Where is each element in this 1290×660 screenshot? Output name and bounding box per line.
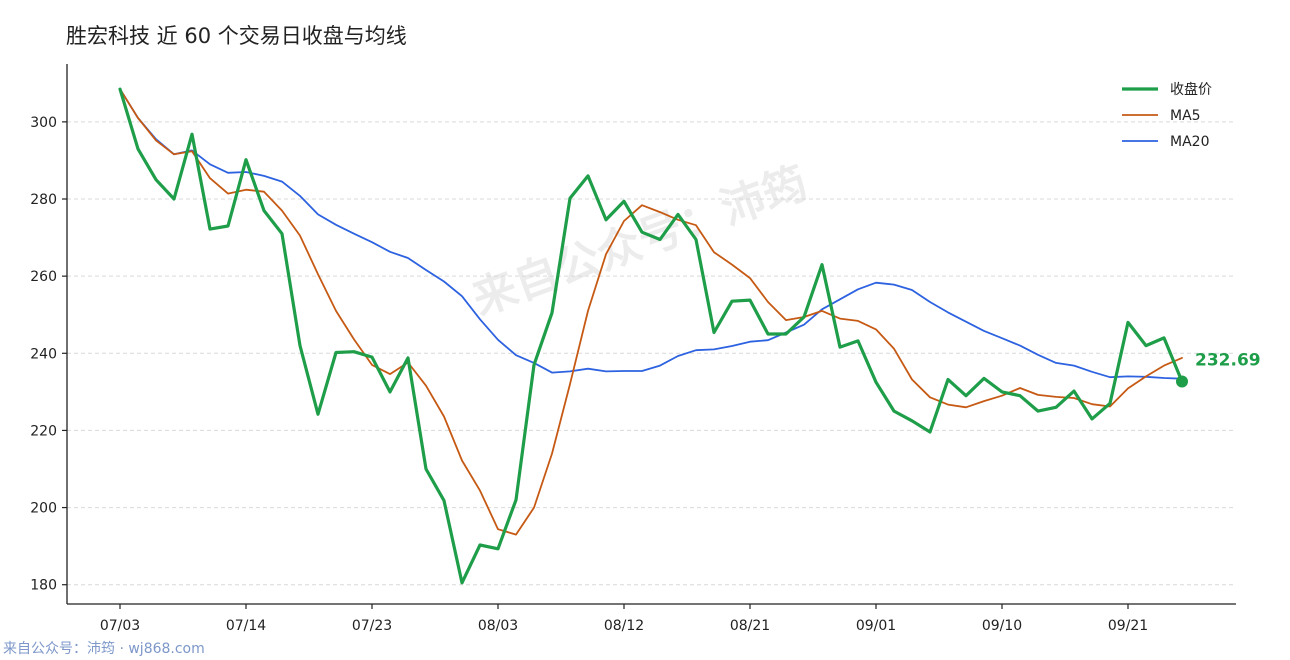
- x-tick-label: 07/14: [226, 618, 266, 634]
- watermark: 来自公众号：沛筠: [466, 157, 814, 325]
- x-tick-label: 08/12: [604, 618, 644, 634]
- x-axis-ticks: 07/03 07/14 07/23 08/03 08/12 08/21 09/01 09/10…: [100, 604, 1148, 634]
- y-tick-label: 260: [30, 269, 57, 285]
- series-line-ma5: [119, 88, 1183, 536]
- y-tick-label: 220: [30, 423, 57, 439]
- x-tick-label: 09/21: [1108, 618, 1148, 634]
- x-tick-label: 07/03: [100, 618, 140, 634]
- series-line-ma20: [119, 88, 1183, 380]
- x-tick-label: 09/01: [856, 618, 896, 634]
- legend-label-ma5: MA5: [1170, 108, 1201, 124]
- chart-title: 胜宏科技 近 60 个交易日收盘与均线: [66, 24, 407, 48]
- y-tick-label: 280: [30, 192, 57, 208]
- last-value-label: 232.69: [1195, 350, 1261, 370]
- x-tick-label: 09/10: [982, 618, 1022, 634]
- x-tick-label: 07/23: [352, 618, 392, 634]
- y-tick-label: 240: [30, 346, 57, 362]
- x-tick-label: 08/03: [478, 618, 518, 634]
- legend-label-ma20: MA20: [1170, 134, 1209, 150]
- y-tick-label: 300: [30, 115, 57, 131]
- axes: [66, 64, 1236, 605]
- footer-source: 来自公众号：沛筠 · wj868.com: [3, 640, 205, 657]
- gridlines: [67, 121, 1236, 586]
- legend-label-close: 收盘价: [1170, 81, 1212, 98]
- last-point-marker: [1176, 375, 1188, 388]
- last-point: 232.69: [1176, 350, 1261, 388]
- series-line-close: [118, 87, 1184, 585]
- y-tick-label: 200: [30, 501, 57, 517]
- x-tick-label: 08/21: [730, 618, 770, 634]
- series-lines: [118, 87, 1184, 585]
- y-axis-ticks: 180 200 220 240 260 280 300: [30, 115, 67, 594]
- y-tick-label: 180: [30, 578, 57, 594]
- legend: 收盘价 MA5 MA20: [1122, 81, 1212, 150]
